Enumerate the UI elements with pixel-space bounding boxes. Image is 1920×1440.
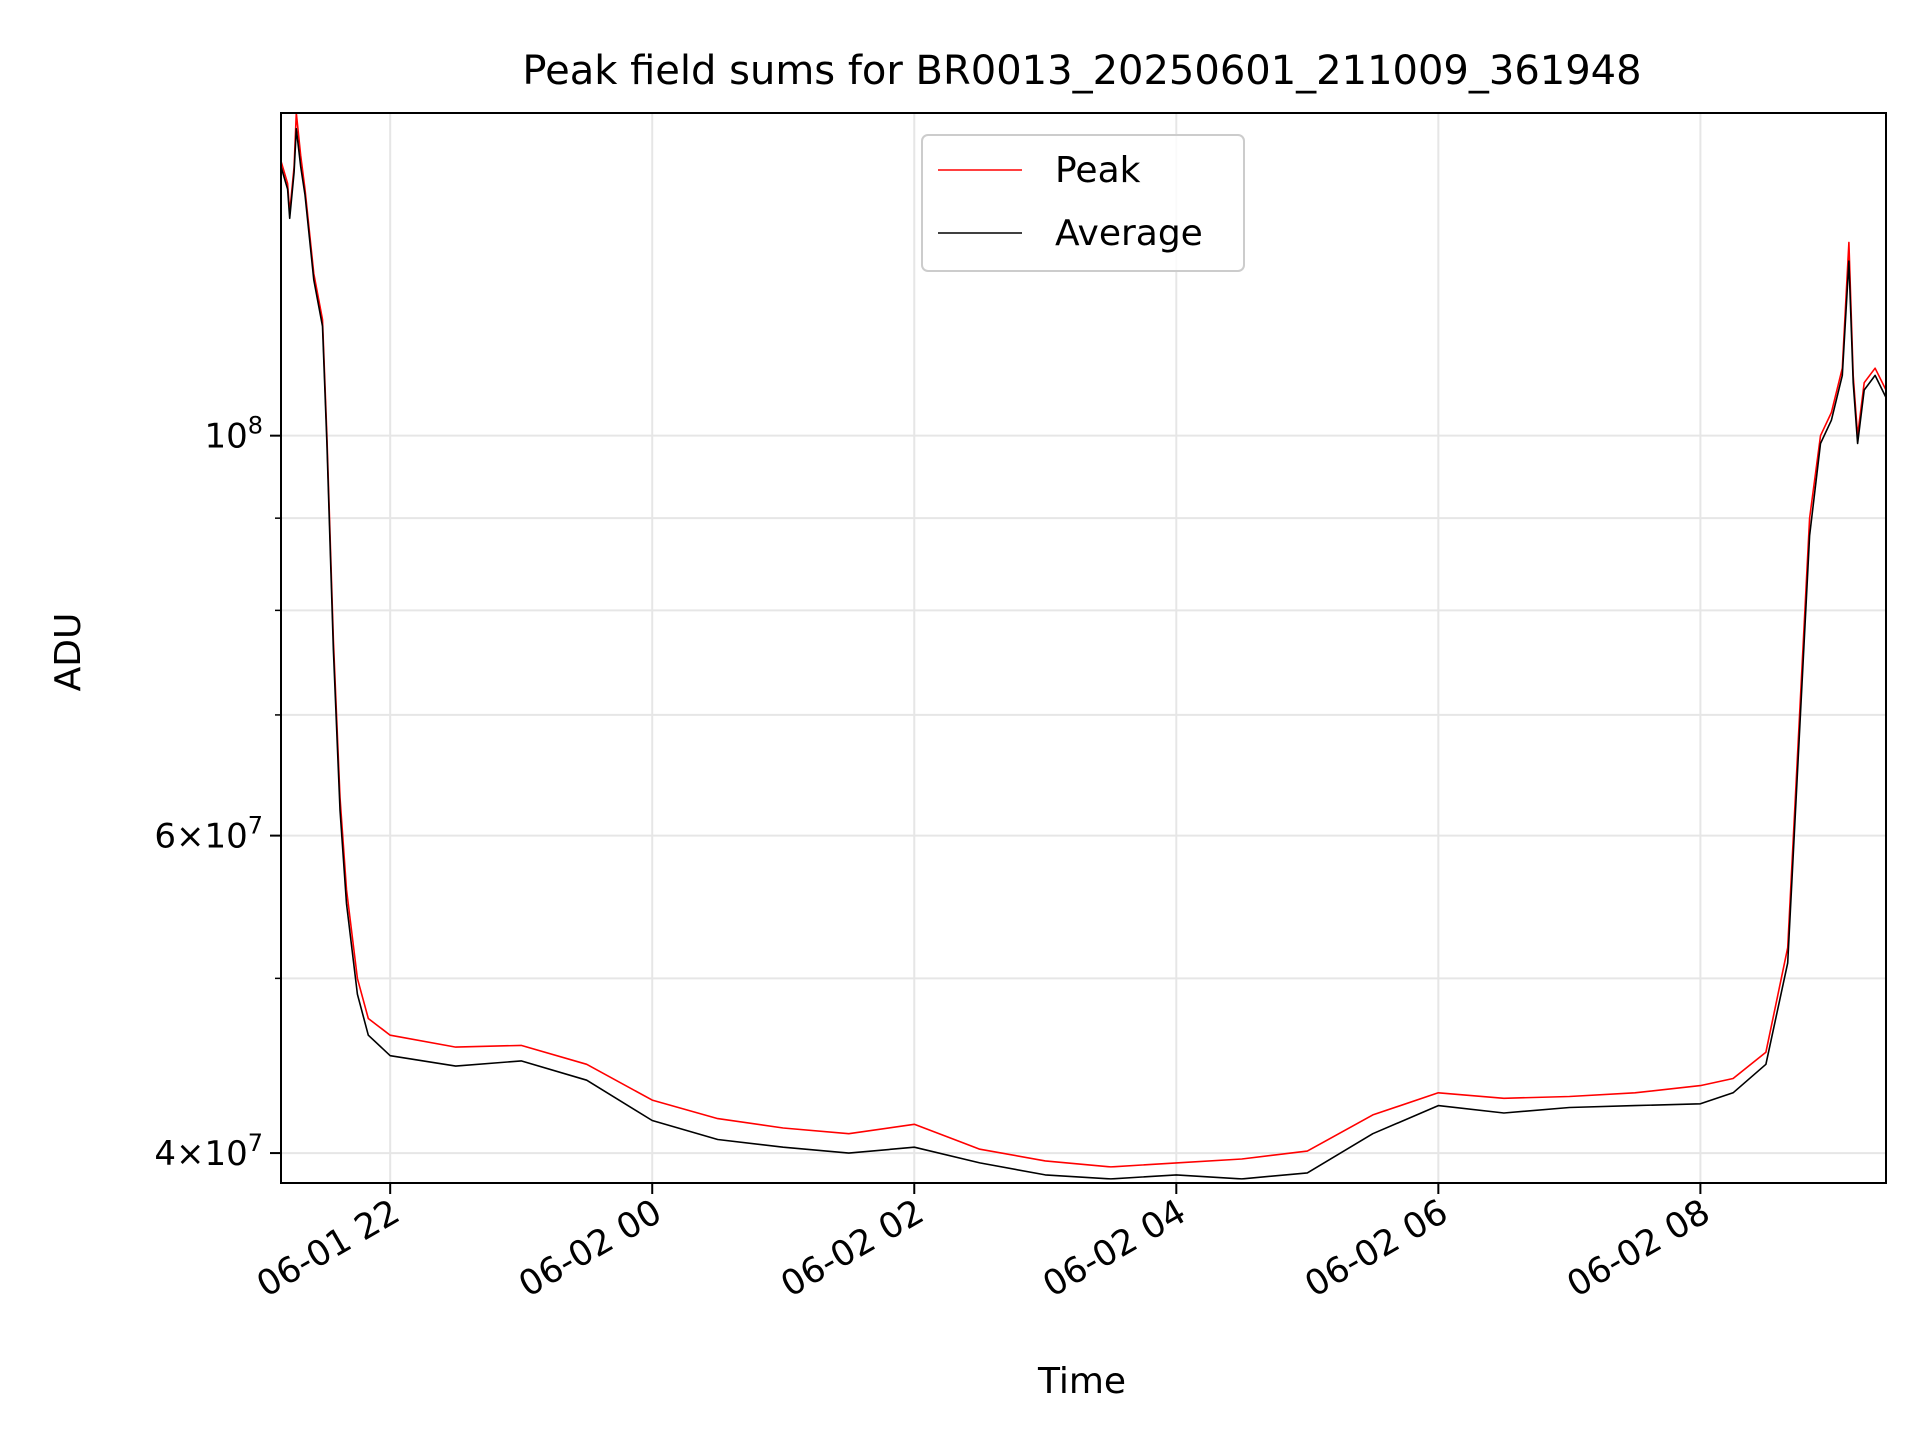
series-line-peak xyxy=(281,113,1886,1167)
x-axis-label: Time xyxy=(1037,1361,1126,1402)
plot-frame xyxy=(280,112,1887,1184)
legend: Peak Average xyxy=(921,134,1245,272)
chart-title: Peak field sums for BR0013_20250601_2110… xyxy=(522,48,1641,94)
grid xyxy=(281,113,1886,1183)
series-line-average xyxy=(281,129,1886,1179)
legend-label-average: Average xyxy=(1055,213,1203,254)
y-tick-label: 4×107 xyxy=(154,1129,263,1174)
legend-label-peak: Peak xyxy=(1055,150,1141,191)
y-axis-label: ADU xyxy=(48,613,89,692)
legend-box xyxy=(921,134,1245,272)
y-tick-label: 108 xyxy=(204,412,263,457)
y-axis: 4×107 6×107 108 xyxy=(154,412,281,1174)
y-tick-label: 6×107 xyxy=(154,812,263,857)
series-group xyxy=(281,113,1886,1179)
